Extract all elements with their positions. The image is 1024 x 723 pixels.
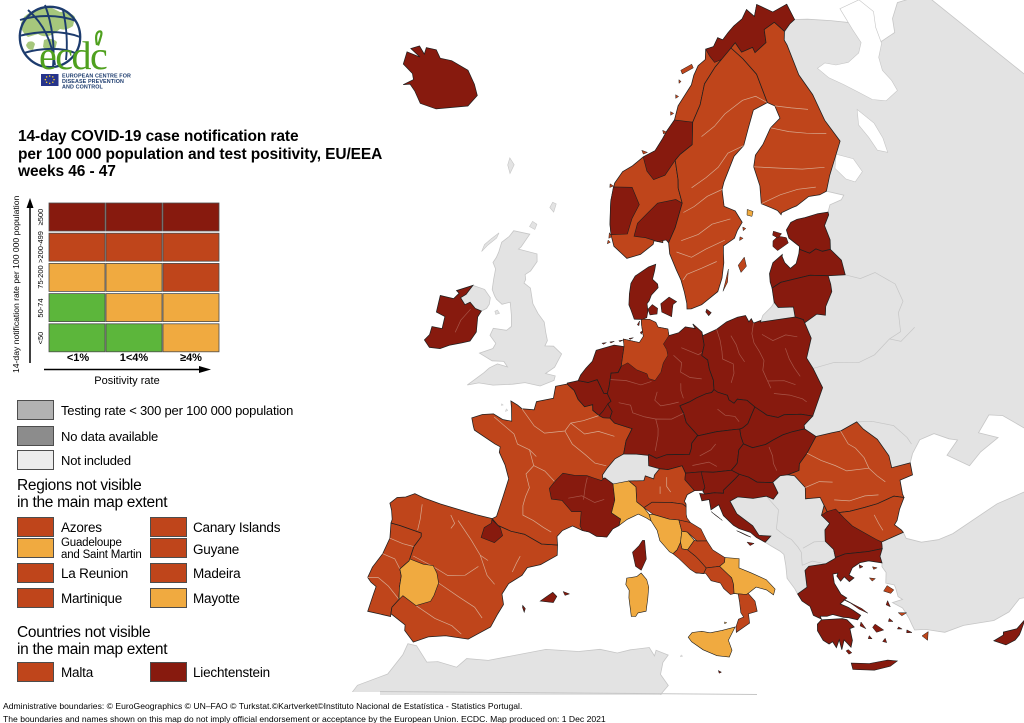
svg-text:Positivity rate: Positivity rate (94, 375, 159, 387)
svg-text:75-200: 75-200 (36, 265, 45, 288)
svg-text:AND CONTROL: AND CONTROL (62, 85, 104, 91)
svg-text:14-day notification rate per 1: 14-day notification rate per 100 000 pop… (11, 196, 21, 373)
svg-text:<50: <50 (36, 332, 45, 345)
svg-text:>200-499: >200-499 (36, 231, 45, 263)
svg-text:1<4%: 1<4% (120, 352, 149, 364)
svg-text:≥4%: ≥4% (180, 352, 202, 364)
svg-text:50-74: 50-74 (36, 298, 45, 317)
svg-text:EUROPEAN CENTRE FOR: EUROPEAN CENTRE FOR (62, 74, 131, 80)
svg-text:≥500: ≥500 (36, 209, 45, 226)
svg-text:DISEASE PREVENTION: DISEASE PREVENTION (62, 79, 124, 85)
svg-text:<1%: <1% (67, 352, 90, 364)
